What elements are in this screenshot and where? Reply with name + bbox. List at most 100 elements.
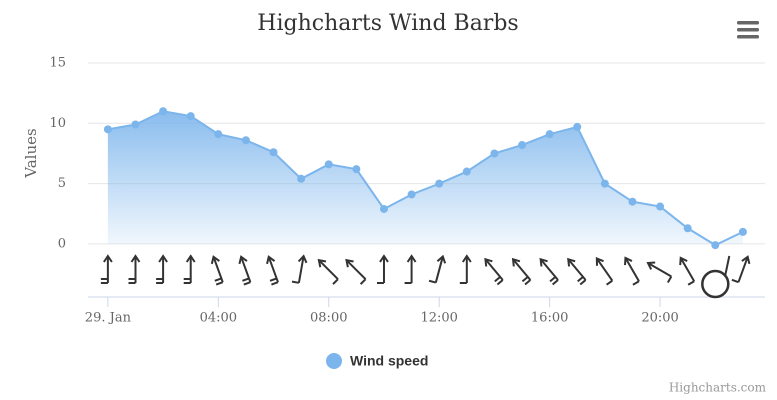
point bbox=[324, 160, 333, 169]
wind-barb bbox=[511, 257, 532, 286]
barb-stick bbox=[724, 255, 731, 276]
barb-stick bbox=[346, 260, 367, 280]
barb-stick bbox=[512, 259, 532, 281]
barb-stick bbox=[540, 259, 559, 281]
y-tick-label: 5 bbox=[58, 176, 66, 191]
wind-barb bbox=[731, 255, 751, 284]
wind-barb bbox=[376, 254, 389, 284]
y-axis-title: Values bbox=[22, 128, 40, 178]
wind-barb bbox=[238, 255, 252, 286]
barb-stick bbox=[485, 259, 504, 281]
barb-feather bbox=[291, 280, 300, 284]
barb-feather bbox=[332, 278, 339, 285]
wind-barb bbox=[539, 257, 559, 286]
barb-head bbox=[484, 257, 493, 267]
x-tick-label: 08:00 bbox=[310, 311, 347, 326]
barb-head bbox=[185, 254, 196, 263]
barb-feather bbox=[521, 276, 529, 283]
x-tick-label: 04:00 bbox=[200, 311, 237, 326]
point bbox=[297, 174, 306, 183]
barb-head bbox=[436, 254, 447, 264]
wind-barb bbox=[317, 258, 339, 285]
point bbox=[131, 120, 140, 129]
barb-head bbox=[741, 255, 751, 265]
wind-barb bbox=[646, 261, 673, 284]
legend-symbol bbox=[326, 353, 342, 369]
barb-stick bbox=[297, 257, 305, 283]
wind-barb bbox=[595, 257, 614, 286]
point bbox=[269, 148, 278, 157]
barb-feather bbox=[731, 278, 739, 284]
barb-feather bbox=[606, 279, 613, 286]
point bbox=[518, 141, 527, 150]
barb-feather bbox=[632, 280, 640, 286]
barb-feather bbox=[359, 278, 367, 285]
barb-head bbox=[624, 256, 633, 266]
barb-head bbox=[595, 257, 604, 266]
barb-stick bbox=[596, 258, 614, 282]
barb-head bbox=[345, 258, 354, 268]
wind-barb bbox=[428, 254, 447, 284]
line bbox=[107, 110, 744, 247]
point bbox=[435, 179, 444, 188]
wind-barb bbox=[128, 254, 141, 284]
barb-feather bbox=[549, 276, 557, 283]
barb-feather bbox=[242, 277, 250, 282]
wind-barb bbox=[404, 254, 417, 284]
barb-feather bbox=[687, 280, 695, 286]
point bbox=[379, 204, 388, 213]
point bbox=[352, 165, 361, 174]
y-tick-label: 0 bbox=[58, 236, 66, 251]
point bbox=[159, 107, 168, 116]
point bbox=[711, 241, 720, 250]
barb-feather bbox=[428, 279, 437, 284]
barb-head bbox=[406, 254, 417, 263]
wind-barb bbox=[679, 256, 696, 286]
wind-barb bbox=[210, 255, 224, 286]
x-tick-label: 16:00 bbox=[531, 311, 568, 326]
x-tick-label: 29. Jan bbox=[85, 311, 132, 326]
barb-calm bbox=[701, 269, 730, 299]
barb-head bbox=[511, 257, 521, 267]
barb-feather bbox=[214, 277, 222, 282]
point bbox=[103, 125, 112, 134]
area bbox=[107, 111, 743, 246]
point bbox=[573, 122, 582, 131]
point bbox=[241, 136, 250, 145]
barb-feather bbox=[243, 281, 251, 286]
point bbox=[490, 149, 499, 158]
menu-bar bbox=[737, 35, 759, 39]
barb-feather bbox=[524, 279, 532, 286]
point bbox=[683, 224, 692, 233]
wind-barb bbox=[701, 255, 731, 299]
barb-feather bbox=[666, 276, 673, 284]
y-tick-label: 10 bbox=[49, 116, 66, 131]
point bbox=[628, 197, 637, 206]
barb-feather bbox=[551, 279, 559, 286]
legend-item[interactable]: Wind speed bbox=[326, 353, 428, 369]
barb-feather bbox=[579, 279, 587, 286]
y-tick-label: 15 bbox=[49, 56, 66, 71]
point bbox=[656, 202, 665, 211]
point bbox=[186, 112, 195, 121]
wind-barb bbox=[345, 258, 367, 285]
barb-head bbox=[266, 255, 276, 265]
chart-title: Highcharts Wind Barbs bbox=[257, 11, 518, 36]
point bbox=[600, 179, 609, 188]
barb-stick bbox=[737, 257, 749, 283]
point bbox=[545, 130, 554, 139]
barb-head bbox=[461, 254, 472, 263]
menu-button[interactable] bbox=[737, 21, 759, 39]
wind-barb bbox=[183, 254, 196, 284]
barb-head bbox=[130, 254, 141, 263]
barb-stick bbox=[434, 257, 444, 283]
barb-feather bbox=[215, 281, 224, 286]
point bbox=[738, 227, 747, 236]
wind-barb bbox=[484, 257, 504, 286]
barb-head bbox=[539, 257, 548, 267]
credits[interactable]: Highcharts.com bbox=[669, 381, 767, 395]
menu-bar bbox=[737, 21, 759, 25]
barb-stick bbox=[625, 258, 640, 282]
barb-feather bbox=[496, 279, 504, 286]
